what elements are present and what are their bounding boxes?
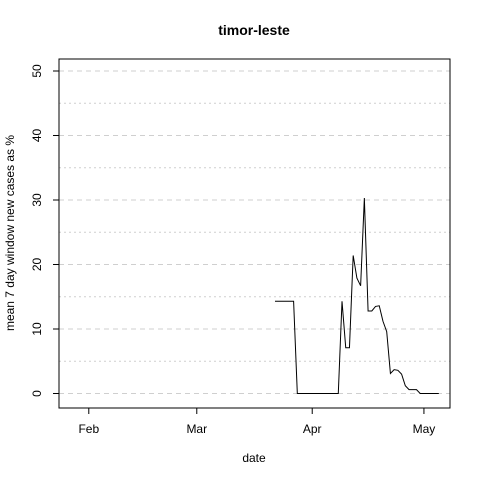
x-tick-label: Mar	[186, 422, 207, 436]
plot-frame	[58, 58, 451, 409]
grid-lines	[59, 70, 450, 394]
y-axis-label: mean 7 day window new cases as %	[3, 135, 17, 331]
y-tick-label: 10	[30, 322, 44, 336]
x-tick-label: May	[413, 422, 436, 436]
y-tick-label: 30	[30, 193, 44, 207]
y-tick-label: 20	[30, 258, 44, 272]
x-axis-label: date	[242, 451, 266, 465]
y-tick-label: 40	[30, 129, 44, 143]
chart-title: timor-leste	[218, 22, 290, 38]
series-line	[274, 198, 439, 394]
y-tick-label: 0	[30, 390, 44, 397]
x-axis: Feb Mar Apr May	[78, 407, 436, 436]
y-axis: 0 10 20 30 40 50	[30, 64, 59, 397]
x-tick-label: Apr	[303, 422, 322, 436]
x-tick-label: Feb	[78, 422, 99, 436]
y-tick-label: 50	[30, 64, 44, 78]
